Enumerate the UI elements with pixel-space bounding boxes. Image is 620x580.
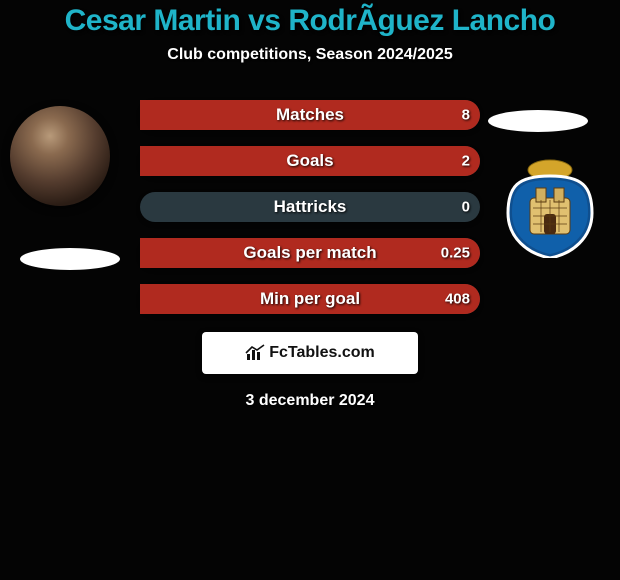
stat-label: Hattricks — [274, 197, 347, 217]
stat-row: Matches 8 — [140, 100, 480, 130]
stat-label: Goals per match — [243, 243, 376, 263]
stat-bars: Matches 8 Goals 2 Hattricks 0 Goals per match 0… — [140, 100, 480, 314]
stat-value-right: 0 — [462, 199, 470, 216]
stat-label: Goals — [286, 151, 333, 171]
chart-icon — [245, 344, 265, 362]
subtitle: Club competitions, Season 2024/2025 — [0, 46, 620, 64]
team-left-placeholder — [20, 248, 120, 270]
team-right-placeholder — [488, 110, 588, 132]
stat-row: Goals 2 — [140, 146, 480, 176]
player-left-avatar — [10, 106, 110, 206]
stat-row: Hattricks 0 — [140, 192, 480, 222]
comparison-content: Matches 8 Goals 2 Hattricks 0 Goals per match 0… — [0, 100, 620, 314]
page-title: Cesar Martin vs RodrÃ­guez Lancho — [0, 0, 620, 38]
team-right-crest — [500, 158, 600, 258]
footer-date: 3 december 2024 — [0, 392, 620, 410]
stat-value-right: 0.25 — [441, 245, 470, 262]
stat-label: Matches — [276, 105, 344, 125]
stat-value-right: 2 — [462, 153, 470, 170]
footer-brand-box: FcTables.com — [202, 332, 418, 374]
stat-row: Goals per match 0.25 — [140, 238, 480, 268]
stat-label: Min per goal — [260, 289, 360, 309]
stat-value-right: 8 — [462, 107, 470, 124]
stat-value-right: 408 — [445, 291, 470, 308]
stat-row: Min per goal 408 — [140, 284, 480, 314]
footer-brand-text: FcTables.com — [269, 344, 375, 362]
footer-brand: FcTables.com — [245, 344, 375, 362]
